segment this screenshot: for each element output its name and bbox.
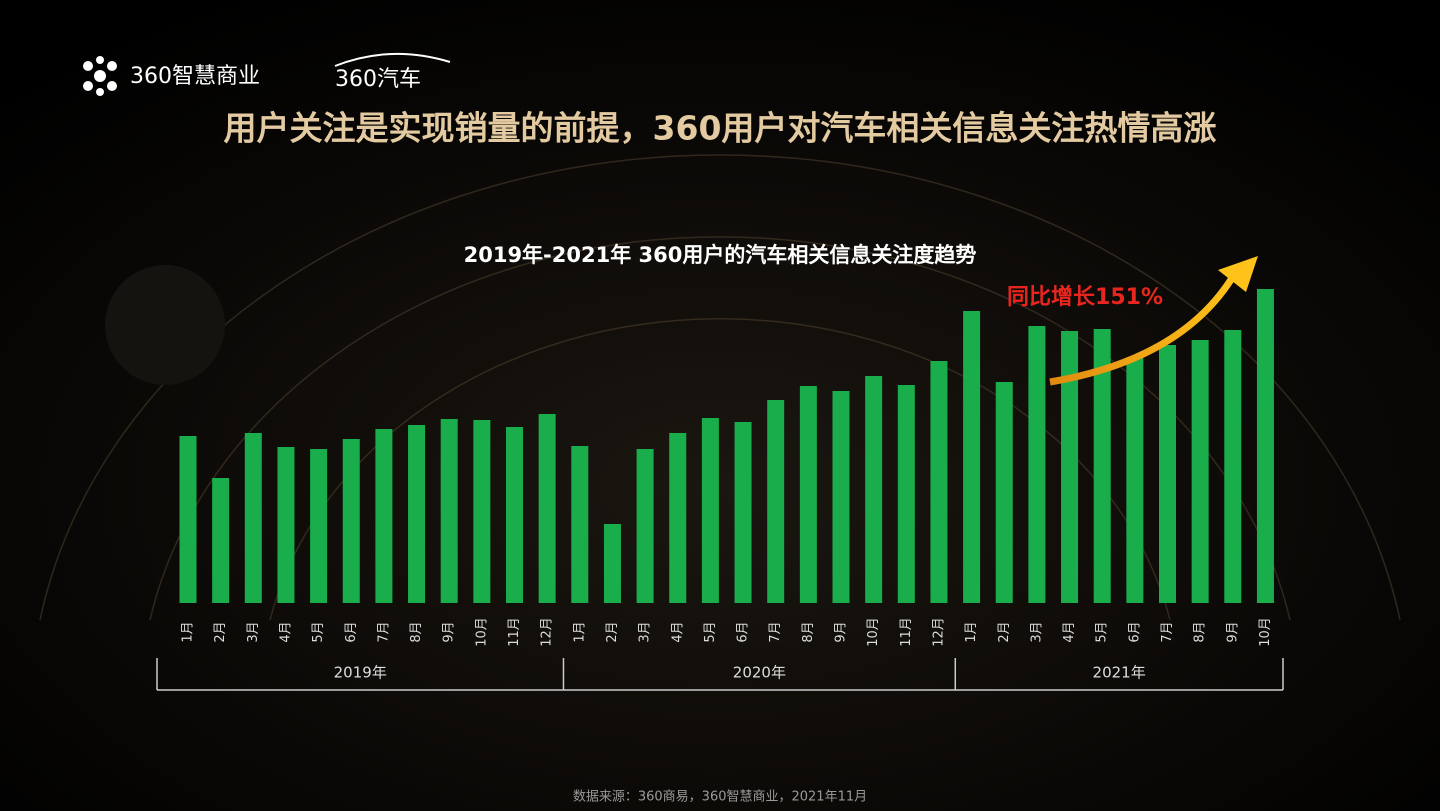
x-tick-label: 3月	[638, 621, 653, 642]
bar	[342, 439, 360, 603]
bar	[669, 433, 687, 603]
x-tick-label: 8月	[409, 621, 424, 642]
partner-logo: 360汽车	[335, 67, 421, 92]
x-tick-label: 8月	[1193, 621, 1208, 642]
bar	[244, 433, 262, 603]
x-tick-label: 9月	[442, 621, 457, 642]
x-tick-label: 3月	[1029, 621, 1044, 642]
x-tick-label: 9月	[1225, 621, 1240, 642]
bar	[865, 376, 883, 603]
car-logo-curve	[334, 52, 451, 67]
bar	[571, 446, 589, 603]
bar	[1061, 331, 1079, 603]
bar	[1256, 289, 1274, 603]
x-tick-label: 12月	[931, 617, 946, 647]
bar	[930, 361, 948, 603]
x-tick-label: 10月	[474, 617, 489, 647]
bar	[1191, 340, 1209, 603]
bar	[897, 385, 915, 603]
x-tick-label: 7月	[1160, 621, 1175, 642]
bar	[1126, 358, 1144, 603]
bar	[179, 436, 197, 603]
x-tick-label: 2月	[605, 621, 620, 642]
bar	[767, 400, 785, 603]
x-tick-label: 10月	[1258, 617, 1273, 647]
group-label: 2021年	[1093, 664, 1146, 682]
brand-logo: 360智慧商业	[130, 64, 260, 89]
x-tick-label: 4月	[670, 621, 685, 642]
x-tick-label: 7月	[768, 621, 783, 642]
bar	[440, 419, 458, 603]
source: 数据来源：360商易，360智慧商业，2021年11月	[573, 789, 867, 805]
group-label: 2020年	[733, 664, 786, 682]
bar	[212, 478, 230, 603]
x-tick-label: 2月	[213, 621, 228, 642]
bar	[1224, 330, 1242, 603]
x-tick-label: 6月	[344, 621, 359, 642]
x-tick-label: 5月	[1095, 621, 1110, 642]
x-tick-label: 10月	[866, 617, 881, 647]
bar	[277, 447, 295, 603]
x-tick-label: 2月	[997, 621, 1012, 642]
x-tick-label: 11月	[507, 617, 522, 647]
bar	[799, 386, 817, 603]
bar	[963, 311, 981, 603]
x-tick-label: 1月	[181, 621, 196, 642]
bar	[734, 422, 752, 603]
plot: 1月 2月 3月 4月 5月 6月 7月 8月 9月 10月 11月 12月 2019年 1月 2月 3月 4月…	[156, 289, 1284, 691]
x-tick-label: 4月	[1062, 621, 1077, 642]
bar	[1159, 345, 1176, 603]
x-tick-label: 12月	[540, 617, 555, 647]
x-tick-label: 3月	[246, 621, 261, 642]
bar	[603, 524, 621, 603]
decor-planet	[105, 265, 225, 385]
x-tick-label: 6月	[1127, 621, 1142, 642]
bar	[473, 420, 491, 603]
x-tick-label: 8月	[801, 621, 816, 642]
annotation: 同比增长151%	[1007, 284, 1163, 310]
logo-icon	[83, 56, 117, 96]
x-tick-label: 5月	[703, 621, 718, 642]
bar	[375, 429, 393, 603]
bar	[1028, 326, 1046, 603]
bar	[995, 382, 1013, 603]
x-tick-label: 7月	[376, 621, 391, 642]
group-label: 2019年	[334, 664, 387, 682]
bar	[408, 425, 426, 603]
trend-arrow	[1049, 276, 1235, 386]
trend-arrowhead	[1218, 256, 1258, 292]
x-tick-label: 11月	[899, 617, 914, 647]
headline: 用户关注是实现销量的前提，360用户对汽车相关信息关注热情高涨	[224, 109, 1217, 148]
bar	[506, 427, 523, 603]
x-tick-label: 4月	[278, 621, 293, 642]
bar	[310, 449, 328, 603]
chart-title: 2019年-2021年 360用户的汽车相关信息关注度趋势	[464, 243, 977, 267]
x-tick-label: 6月	[736, 621, 751, 642]
bar	[538, 414, 556, 603]
x-tick-label: 5月	[311, 621, 326, 642]
x-tick-label: 1月	[572, 621, 587, 642]
bar	[701, 418, 719, 603]
bar	[636, 449, 654, 603]
x-tick-label: 9月	[834, 621, 849, 642]
bar	[832, 391, 850, 603]
bar	[1093, 329, 1111, 603]
x-tick-label: 1月	[964, 621, 979, 642]
